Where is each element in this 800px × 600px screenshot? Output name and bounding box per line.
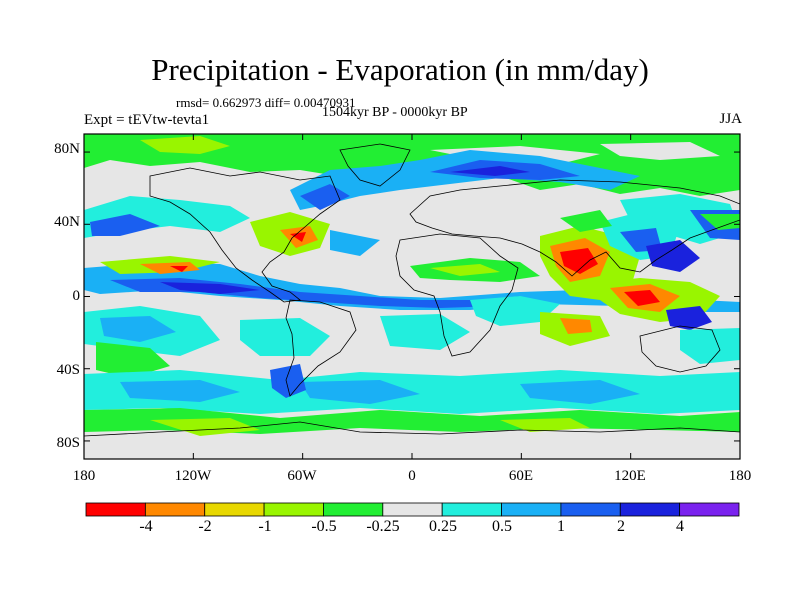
lon-label: 120E bbox=[614, 468, 646, 484]
colorbar-label: -0.25 bbox=[366, 518, 400, 535]
axis-ticks bbox=[83, 134, 741, 459]
colorbar-swatch bbox=[204, 502, 265, 517]
field-layer bbox=[84, 134, 740, 459]
experiment-label: Expt = tEVtw-tevta1 bbox=[84, 112, 210, 128]
lon-label: 60E bbox=[508, 468, 534, 484]
colorbar-label: 2 bbox=[617, 518, 625, 535]
coastlines bbox=[84, 143, 740, 437]
colorbar-label: -1 bbox=[258, 518, 272, 535]
colorbar-swatch bbox=[382, 502, 443, 517]
colorbar bbox=[85, 502, 740, 517]
colorbar-swatch bbox=[679, 502, 740, 517]
lon-label: 120W bbox=[174, 468, 212, 484]
colorbar-label: 0.5 bbox=[492, 518, 512, 535]
lon-label: 0 bbox=[408, 468, 416, 484]
colorbar-swatch bbox=[501, 502, 562, 517]
lat-label: 80N bbox=[54, 141, 80, 157]
colorbar-swatch bbox=[85, 502, 146, 517]
lat-label: 40S bbox=[56, 362, 80, 378]
lat-label: 80S bbox=[56, 435, 80, 451]
lon-label: 60W bbox=[287, 468, 317, 484]
colorbar-swatch bbox=[144, 502, 206, 517]
lat-label: 40N bbox=[54, 214, 80, 230]
colorbar-swatch bbox=[619, 502, 681, 517]
colorbar-swatch bbox=[441, 502, 502, 517]
colorbar-swatch bbox=[560, 502, 621, 517]
season-label: JJA bbox=[719, 111, 742, 127]
chart-title: Precipitation - Evaporation (in mm/day) bbox=[151, 52, 649, 87]
colorbar-label: 0.25 bbox=[429, 518, 457, 535]
colorbar-label: -0.5 bbox=[311, 518, 337, 535]
lon-label: 180 bbox=[72, 468, 96, 484]
lat-label: 0 bbox=[72, 288, 81, 304]
colorbar-swatch bbox=[323, 502, 384, 517]
colorbar-label: -4 bbox=[139, 518, 153, 535]
stats-label: rmsd= 0.662973 diff= 0.00470931 bbox=[176, 95, 356, 110]
period-label: 1504kyr BP - 0000kyr BP bbox=[322, 105, 468, 120]
colorbar-label: 1 bbox=[557, 518, 565, 535]
colorbar-label: -2 bbox=[198, 518, 212, 535]
colorbar-swatch bbox=[263, 502, 324, 517]
colorbar-label: 4 bbox=[676, 518, 684, 535]
lon-label: 180 bbox=[728, 468, 752, 484]
